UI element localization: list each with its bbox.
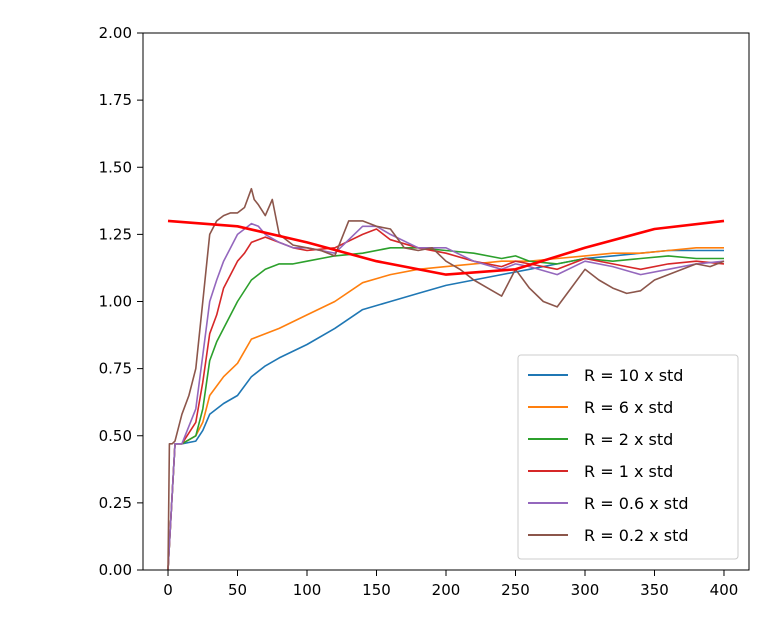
y-tick-label: 1.00 <box>99 293 132 311</box>
x-tick-label: 300 <box>571 581 600 599</box>
legend-label: R = 2 x std <box>584 430 673 449</box>
series-line-1 <box>167 247 724 571</box>
legend-label: R = 0.6 x std <box>584 494 689 513</box>
x-tick-label: 150 <box>362 581 391 599</box>
legend: R = 10 x std R = 6 x std R = 2 x std R = 1 … <box>517 354 739 560</box>
series-line-3 <box>167 228 725 571</box>
y-tick-label: 1.25 <box>99 225 132 243</box>
y-tick-label: 1.75 <box>99 91 132 109</box>
series-line-0 <box>167 249 724 571</box>
legend-label: R = 0.2 x std <box>584 526 689 545</box>
y-tick-label: 0.25 <box>99 494 132 512</box>
plot-area: 0 50 100 150 200 250 300 350 400 0.00 0.25 0.50 0.75… <box>99 24 750 599</box>
reference-curve <box>167 219 725 276</box>
x-tick-label: 250 <box>501 581 530 599</box>
y-tick-label: 0.50 <box>99 427 132 445</box>
series-line-5 <box>167 187 725 571</box>
y-tick-label: 1.50 <box>99 158 132 176</box>
x-tick-label: 0 <box>163 581 173 599</box>
legend-label: R = 1 x std <box>584 462 673 481</box>
legend-box <box>517 354 739 560</box>
legend-label: R = 6 x std <box>584 398 673 417</box>
x-tick-label: 400 <box>710 581 739 599</box>
y-tick-label: 2.00 <box>99 24 132 42</box>
y-tick-label: 0.00 <box>99 561 132 579</box>
x-tick-label: 200 <box>432 581 461 599</box>
y-tick-label: 0.75 <box>99 360 132 378</box>
x-tick-label: 100 <box>293 581 322 599</box>
x-tick-label: 50 <box>228 581 247 599</box>
x-tick-label: 350 <box>640 581 669 599</box>
legend-label: R = 10 x std <box>584 366 683 385</box>
